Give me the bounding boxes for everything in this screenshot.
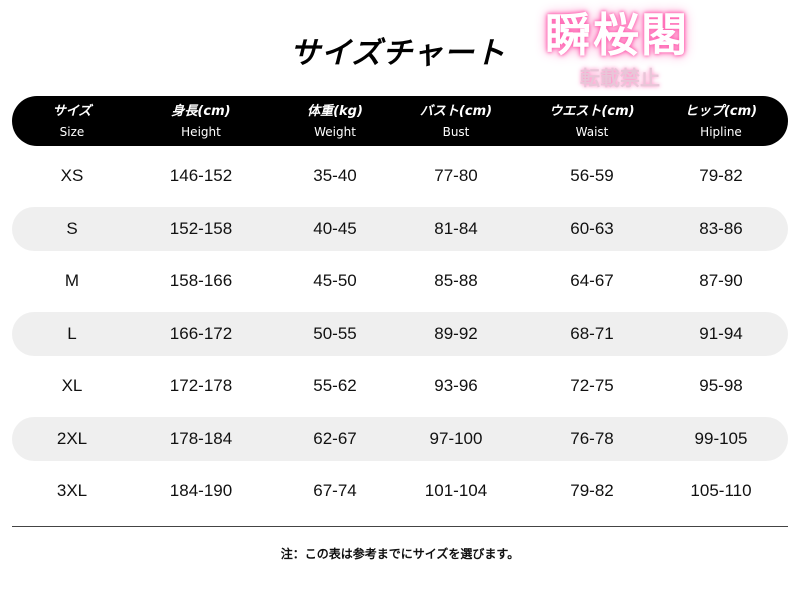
table-cell: 172-178: [169, 376, 233, 395]
column-header-jp: ウエスト(cm): [549, 104, 635, 119]
column-header-en: Waist: [575, 125, 609, 139]
table-row: L 166-172 50-55 89-92 68-71 91-94: [12, 311, 788, 356]
watermark-logo: 瞬桜閣: [545, 8, 689, 62]
table-cell: 178-184: [169, 428, 233, 448]
table-cell: 79-82: [570, 481, 614, 500]
table-cell: 158-166: [169, 271, 233, 290]
table-cell: 45-50: [313, 271, 357, 290]
table-cell: 79-82: [699, 166, 743, 185]
divider: [12, 526, 788, 527]
table-row: 3XL 184-190 67-74 101-104 79-82 105-110: [12, 469, 788, 513]
table-cell: 146-152: [169, 166, 233, 185]
column-header-en: Height: [181, 125, 221, 139]
table-cell: L: [67, 323, 77, 343]
column-header-en: Bust: [442, 125, 470, 139]
table-cell: 83-86: [699, 218, 743, 238]
table-cell: 72-75: [570, 376, 614, 395]
column-header-jp: バスト(cm): [419, 104, 493, 119]
table-header: サイズ Size 身長(cm) Height 体重(kg) Weight バスト(cm) Bu…: [12, 96, 788, 146]
table-cell: 60-63: [570, 218, 614, 238]
table-cell: 68-71: [570, 323, 614, 343]
table-cell: 81-84: [434, 218, 478, 238]
column-header-jp: サイズ: [52, 104, 92, 119]
table-cell: 105-110: [690, 481, 752, 500]
table-cell: 76-78: [570, 428, 614, 448]
table-cell: 2XL: [56, 428, 88, 448]
page-title: サイズチャート: [290, 36, 506, 71]
table-cell: 64-67: [570, 271, 614, 290]
table-cell: 77-80: [434, 166, 478, 185]
table-row: XL 172-178 55-62 93-96 72-75 95-98: [12, 364, 788, 408]
table-row: 2XL 178-184 62-67 97-100 76-78 99-105: [12, 416, 788, 461]
column-header-en: Hipline: [700, 125, 742, 139]
table-cell: 40-45: [313, 218, 357, 238]
table-cell: 91-94: [699, 323, 743, 343]
table-cell: 166-172: [169, 323, 233, 343]
table-cell: 101-104: [424, 481, 488, 500]
table-cell: 55-62: [313, 376, 357, 395]
table-cell: 184-190: [169, 481, 233, 500]
table-cell: 99-105: [694, 428, 748, 448]
table-cell: M: [64, 271, 80, 290]
table-cell: 87-90: [699, 271, 743, 290]
footnote: 注：この表は参考までにサイズを選びます。: [280, 547, 520, 561]
table-cell: 93-96: [434, 376, 478, 395]
column-header-jp: ヒップ(cm): [684, 104, 758, 119]
table-cell: S: [66, 218, 78, 238]
column-header-jp: 体重(kg): [307, 104, 363, 119]
table-cell: 67-74: [313, 481, 357, 500]
table-cell: 95-98: [699, 376, 743, 395]
table-cell: XL: [61, 376, 83, 395]
table-cell: 3XL: [56, 481, 88, 500]
table-cell: 50-55: [313, 323, 357, 343]
column-header-jp: 身長(cm): [171, 104, 231, 119]
table-cell: 85-88: [434, 271, 478, 290]
table-cell: 89-92: [434, 323, 478, 343]
table-row: XS 146-152 35-40 77-80 56-59 79-82: [12, 154, 788, 198]
table-cell: 62-67: [313, 428, 357, 448]
table-row: M 158-166 45-50 85-88 64-67 87-90: [12, 259, 788, 303]
table-cell: XS: [60, 166, 84, 185]
column-header-en: Size: [59, 125, 85, 139]
column-header-en: Weight: [314, 125, 356, 139]
table-cell: 97-100: [429, 428, 483, 448]
table-cell: 56-59: [570, 166, 614, 185]
table-cell: 152-158: [169, 218, 233, 238]
table-row: S 152-158 40-45 81-84 60-63 83-86: [12, 206, 788, 251]
table-cell: 35-40: [313, 166, 357, 185]
watermark-text: 転載禁止: [580, 66, 660, 90]
